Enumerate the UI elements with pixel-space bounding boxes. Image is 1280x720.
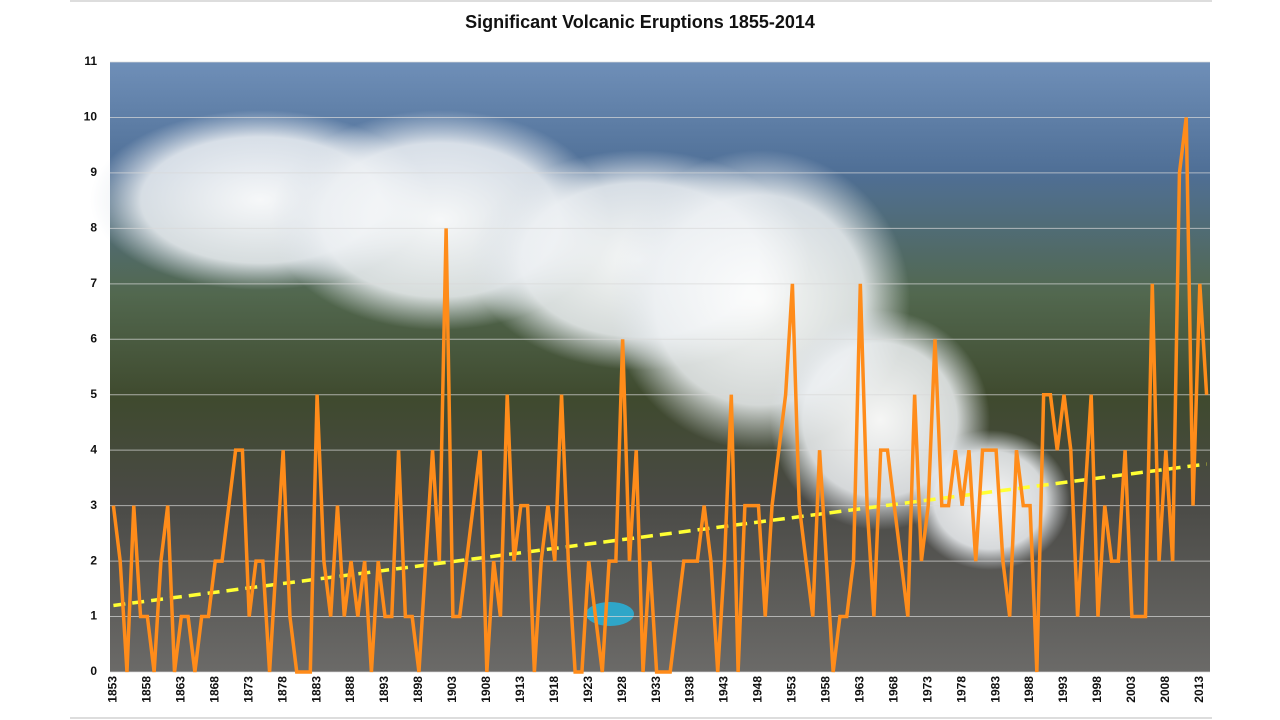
y-tick-label: 1 <box>90 609 97 623</box>
x-tick-label: 1918 <box>547 676 561 703</box>
x-tick-label: 1928 <box>615 676 629 703</box>
y-tick-label: 7 <box>90 276 97 290</box>
y-tick-label: 6 <box>90 331 97 345</box>
x-tick-label: 1963 <box>852 676 866 703</box>
x-tick-label: 1983 <box>988 676 1002 703</box>
x-tick-label: 1973 <box>920 676 934 703</box>
x-tick-label: 1868 <box>207 676 221 703</box>
x-tick-label: 1893 <box>377 676 391 703</box>
y-tick-label: 10 <box>84 110 98 124</box>
x-tick-label: 1913 <box>513 676 527 703</box>
y-tick-label: 3 <box>90 498 97 512</box>
x-tick-label: 1953 <box>785 676 799 703</box>
y-tick-label: 9 <box>90 165 97 179</box>
x-tick-label: 1978 <box>954 676 968 703</box>
x-tick-label: 1858 <box>140 676 154 703</box>
x-tick-label: 1898 <box>411 676 425 703</box>
y-tick-label: 2 <box>90 553 97 567</box>
x-tick-label: 1888 <box>343 676 357 703</box>
x-tick-label: 1943 <box>717 676 731 703</box>
x-tick-label: 1948 <box>751 676 765 703</box>
x-tick-label: 1938 <box>683 676 697 703</box>
data-line <box>111 117 1209 674</box>
x-tick-label: 1878 <box>275 676 289 703</box>
x-tick-label: 1923 <box>581 676 595 703</box>
chart-title: Significant Volcanic Eruptions 1855-2014 <box>465 12 815 32</box>
y-tick-label: 8 <box>90 221 97 235</box>
x-tick-label: 1933 <box>649 676 663 703</box>
x-tick-label: 1853 <box>106 676 120 703</box>
x-tick-label: 1903 <box>445 676 459 703</box>
y-tick-label: 4 <box>90 442 97 456</box>
x-tick-label: 1958 <box>819 676 833 703</box>
x-tick-label: 2008 <box>1158 676 1172 703</box>
x-tick-label: 2003 <box>1124 676 1138 703</box>
x-tick-label: 1883 <box>309 676 323 703</box>
y-tick-label: 0 <box>90 664 97 678</box>
x-tick-label: 1873 <box>241 676 255 703</box>
x-tick-label: 2013 <box>1192 676 1206 703</box>
x-tick-label: 1863 <box>173 676 187 703</box>
x-tick-label: 1968 <box>886 676 900 703</box>
y-tick-label: 11 <box>84 54 97 68</box>
trend-line <box>113 462 1207 608</box>
y-tick-label: 5 <box>90 387 97 401</box>
x-tick-label: 1998 <box>1090 676 1104 703</box>
x-tick-label: 1988 <box>1022 676 1036 703</box>
x-tick-label: 1908 <box>479 676 493 703</box>
x-tick-label: 1993 <box>1056 676 1070 703</box>
